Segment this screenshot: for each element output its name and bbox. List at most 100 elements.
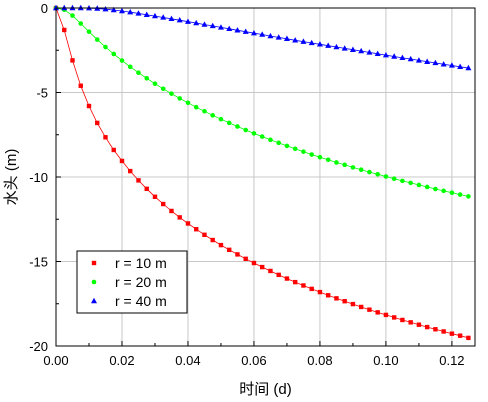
data-point <box>432 59 439 66</box>
legend-entry: r = 10 m <box>115 255 167 271</box>
data-point <box>119 58 125 63</box>
x-axis-label: 时间 (d) <box>239 381 292 398</box>
data-point <box>218 242 224 248</box>
data-point <box>217 24 224 30</box>
data-point <box>226 120 232 126</box>
y-tick-label: -5 <box>36 86 48 101</box>
data-point <box>350 301 356 307</box>
data-point <box>235 124 240 129</box>
data-point <box>317 289 323 295</box>
data-point <box>62 27 67 33</box>
data-point <box>408 320 413 325</box>
data-point <box>177 215 182 220</box>
data-point <box>275 34 282 40</box>
data-point <box>424 184 430 190</box>
data-point <box>251 131 257 136</box>
data-point <box>441 329 446 334</box>
data-point <box>127 9 134 15</box>
data-point <box>383 174 389 179</box>
data-point <box>210 237 215 243</box>
data-point <box>250 29 257 36</box>
data-point <box>325 157 331 163</box>
data-point <box>341 45 348 51</box>
data-point <box>374 50 381 56</box>
data-point <box>160 86 166 92</box>
data-point <box>136 70 141 76</box>
data-point <box>308 39 315 46</box>
data-point <box>358 304 364 310</box>
data-point <box>70 58 75 63</box>
data-point <box>333 43 340 50</box>
data-point <box>416 322 422 327</box>
legend-marker <box>91 279 97 285</box>
data-point <box>151 12 158 19</box>
data-point <box>391 176 397 181</box>
x-tick-label: 0.10 <box>373 353 398 368</box>
tick-labels: 0.00 0.02 0.04 0.06 0.08 0.10 0.12 0 -5 -10 -15 -20 <box>29 1 464 368</box>
data-point <box>127 64 133 70</box>
data-point <box>448 62 455 68</box>
data-point <box>440 61 447 67</box>
data-point <box>103 44 108 50</box>
data-point <box>218 116 224 122</box>
data-point <box>391 53 398 59</box>
data-point <box>284 143 290 149</box>
data-point <box>193 104 199 110</box>
x-tick-label: 0.04 <box>175 353 200 368</box>
data-point <box>424 324 430 330</box>
data-point <box>416 182 422 188</box>
data-point <box>342 162 347 168</box>
data-point <box>259 31 266 37</box>
data-point <box>325 42 332 48</box>
x-tick-label: 0.02 <box>109 353 134 368</box>
data-point <box>169 208 174 214</box>
data-point <box>184 18 191 24</box>
data-point <box>375 171 380 177</box>
data-point <box>118 7 125 14</box>
data-point <box>267 32 274 39</box>
data-point <box>424 58 431 64</box>
data-point <box>276 272 281 278</box>
data-point <box>465 64 472 71</box>
data-point <box>251 260 257 266</box>
data-point <box>334 296 339 301</box>
data-point <box>169 91 174 96</box>
data-point <box>407 55 414 62</box>
data-point <box>78 21 84 26</box>
x-tick-label: 0.12 <box>439 353 464 368</box>
data-point <box>268 268 273 274</box>
data-point <box>243 127 249 133</box>
x-tick-label: 0.00 <box>43 353 68 368</box>
y-tick-label: 0 <box>41 1 48 16</box>
legend-entry: r = 40 m <box>115 293 167 309</box>
data-point <box>325 293 331 298</box>
data-point <box>243 256 248 261</box>
x-tick-label: 0.08 <box>307 353 332 368</box>
data-point <box>317 154 323 160</box>
data-point <box>350 165 356 170</box>
data-point <box>201 21 208 27</box>
data-point <box>234 27 241 33</box>
data-point <box>143 11 150 17</box>
data-point <box>358 167 364 173</box>
data-point <box>110 6 117 13</box>
data-point <box>111 147 116 153</box>
data-point <box>457 192 463 197</box>
data-point <box>103 135 108 140</box>
data-point <box>119 158 125 164</box>
data-point <box>366 49 373 55</box>
data-point <box>301 283 306 288</box>
data-point <box>457 333 463 338</box>
data-point <box>367 307 372 312</box>
y-tick-label: -15 <box>29 255 48 270</box>
data-point <box>382 51 389 58</box>
data-point <box>283 35 290 41</box>
data-point <box>202 108 207 114</box>
data-point <box>334 160 339 165</box>
data-point <box>152 194 158 199</box>
data-point <box>342 299 347 304</box>
y-tick-label: -10 <box>29 170 48 185</box>
data-point <box>209 22 216 29</box>
data-point <box>349 46 356 52</box>
